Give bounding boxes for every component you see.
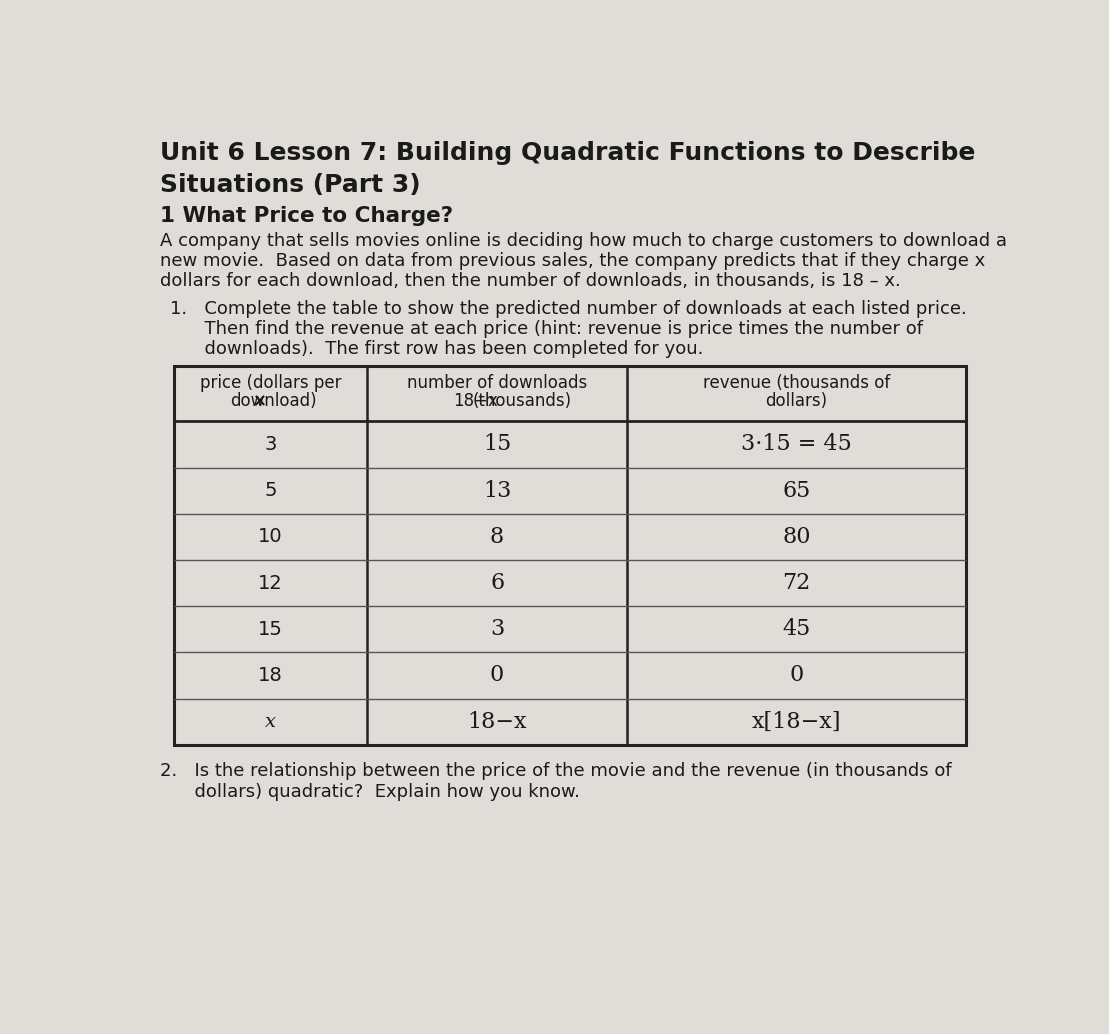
Text: 15: 15 — [258, 619, 283, 639]
Text: 5: 5 — [264, 481, 276, 500]
Text: 45: 45 — [783, 618, 811, 640]
Text: dollars): dollars) — [765, 392, 827, 410]
Text: 18−x: 18−x — [467, 710, 527, 733]
Text: 1.   Complete the table to show the predicted number of downloads at each listed: 1. Complete the table to show the predic… — [170, 300, 966, 317]
Text: 18: 18 — [258, 666, 283, 685]
Text: 0: 0 — [490, 665, 505, 687]
Text: 65: 65 — [783, 480, 811, 501]
Text: 13: 13 — [482, 480, 511, 501]
Text: Situations (Part 3): Situations (Part 3) — [161, 174, 421, 197]
Text: revenue (thousands of: revenue (thousands of — [703, 373, 891, 392]
Text: 12: 12 — [258, 574, 283, 592]
Text: Unit 6 Lesson 7: Building Quadratic Functions to Describe: Unit 6 Lesson 7: Building Quadratic Func… — [161, 141, 976, 165]
Text: download): download) — [231, 392, 317, 410]
Text: number of downloads: number of downloads — [407, 373, 587, 392]
Text: (thousands): (thousands) — [472, 392, 571, 410]
Text: dollars for each download, then the number of downloads, in thousands, is 18 – x: dollars for each download, then the numb… — [161, 272, 902, 290]
Text: 10: 10 — [258, 527, 283, 546]
Text: downloads).  The first row has been completed for you.: downloads). The first row has been compl… — [170, 340, 703, 358]
Text: 72: 72 — [783, 572, 811, 594]
Text: price (dollars per: price (dollars per — [200, 373, 342, 392]
Bar — [173, 366, 966, 744]
Text: x[18−x]: x[18−x] — [752, 710, 842, 733]
Text: Then find the revenue at each price (hint: revenue is price times the number of: Then find the revenue at each price (hin… — [170, 320, 923, 338]
Text: dollars) quadratic?  Explain how you know.: dollars) quadratic? Explain how you know… — [161, 783, 580, 801]
Text: 3: 3 — [490, 618, 505, 640]
Text: 2.   Is the relationship between the price of the movie and the revenue (in thou: 2. Is the relationship between the price… — [161, 762, 952, 780]
Text: 1 What Price to Charge?: 1 What Price to Charge? — [161, 206, 454, 225]
Text: new movie.  Based on data from previous sales, the company predicts that if they: new movie. Based on data from previous s… — [161, 252, 986, 270]
Text: 0: 0 — [790, 665, 804, 687]
Text: 3·15 = 45: 3·15 = 45 — [741, 433, 852, 455]
Text: x: x — [265, 712, 276, 731]
Text: A company that sells movies online is deciding how much to charge customers to d: A company that sells movies online is de… — [161, 232, 1007, 250]
Text: ×: × — [253, 392, 266, 410]
Text: 15: 15 — [482, 433, 511, 455]
Text: 8: 8 — [490, 526, 505, 548]
Text: 80: 80 — [782, 526, 811, 548]
Text: 18−x: 18−x — [452, 392, 498, 410]
Text: 3: 3 — [264, 435, 276, 454]
Text: 6: 6 — [490, 572, 505, 594]
